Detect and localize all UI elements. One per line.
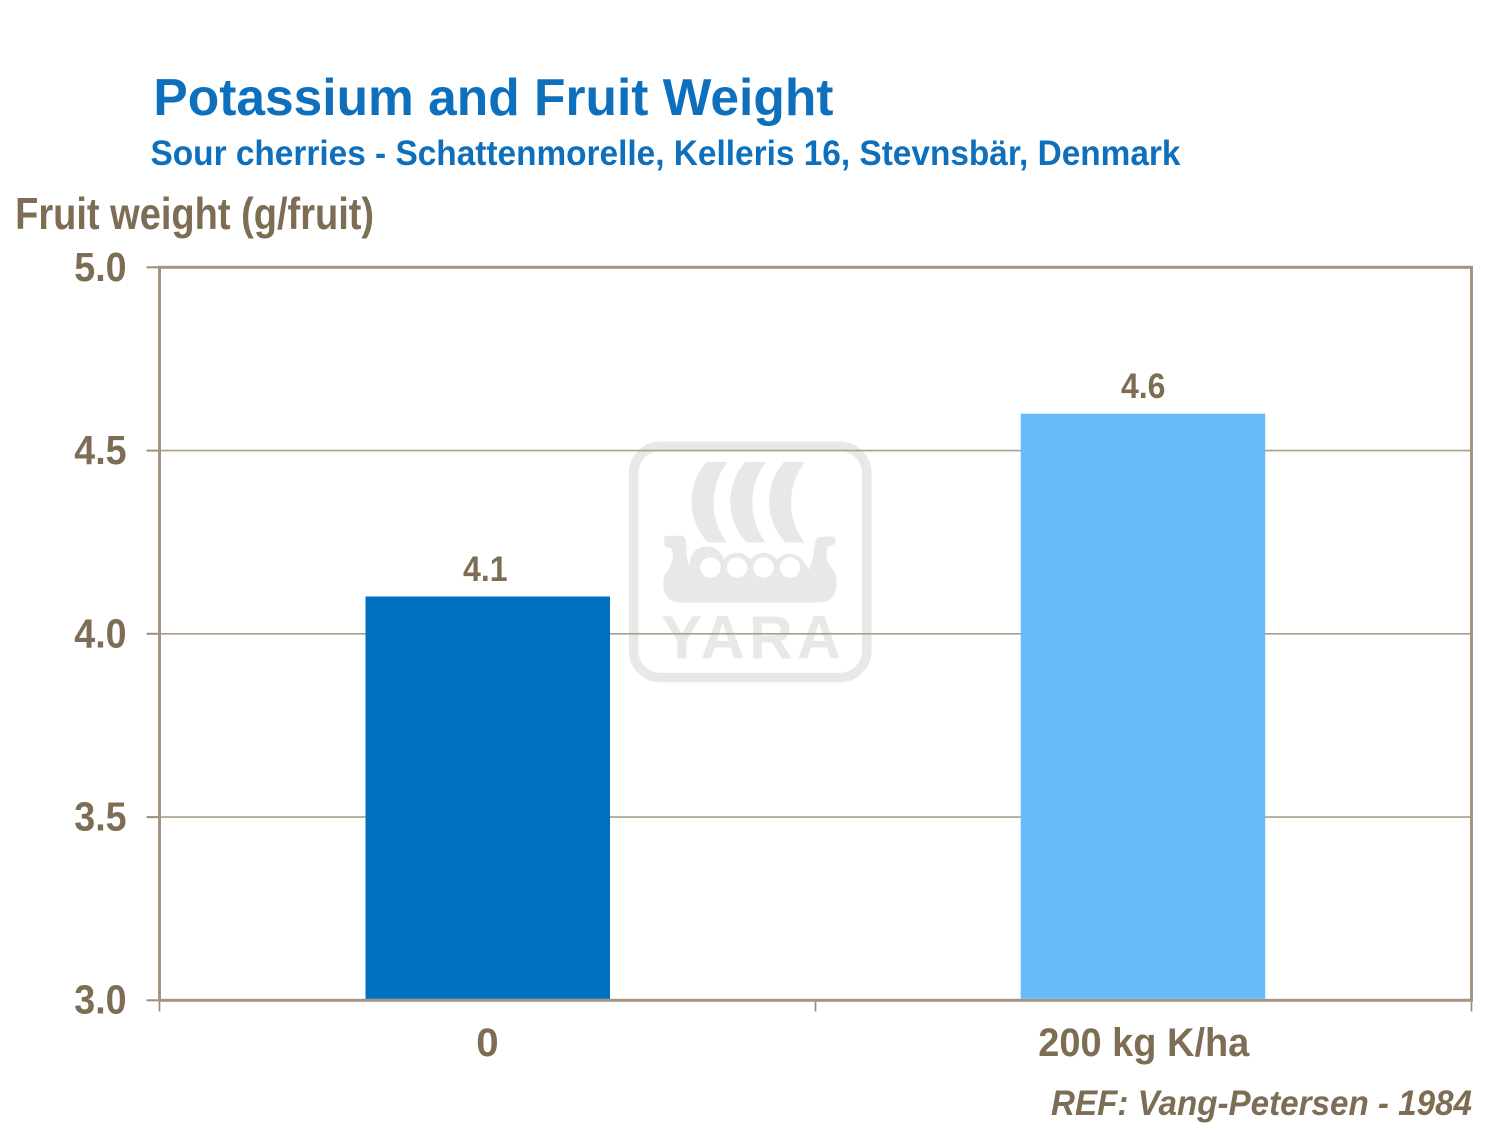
svg-text:Fruit weight (g/fruit): Fruit weight (g/fruit) (15, 190, 374, 239)
svg-text:3.0: 3.0 (74, 977, 126, 1023)
svg-text:YARA: YARA (662, 604, 846, 672)
svg-text:0: 0 (476, 1020, 498, 1065)
svg-text:200 kg K/ha: 200 kg K/ha (1038, 1020, 1250, 1065)
svg-text:Sour cherries - Schattenmorell: Sour cherries - Schattenmorelle, Kelleri… (151, 134, 1182, 173)
svg-text:4.5: 4.5 (74, 427, 126, 473)
svg-text:REF: Vang-Petersen - 1984: REF: Vang-Petersen - 1984 (1051, 1084, 1472, 1123)
svg-text:4.0: 4.0 (74, 610, 126, 656)
svg-text:Potassium and Fruit Weight: Potassium and Fruit Weight (153, 68, 833, 126)
svg-text:3.5: 3.5 (74, 794, 126, 840)
svg-text:5.0: 5.0 (74, 244, 126, 290)
svg-text:4.1: 4.1 (463, 550, 508, 589)
svg-text:4.6: 4.6 (1121, 367, 1166, 406)
